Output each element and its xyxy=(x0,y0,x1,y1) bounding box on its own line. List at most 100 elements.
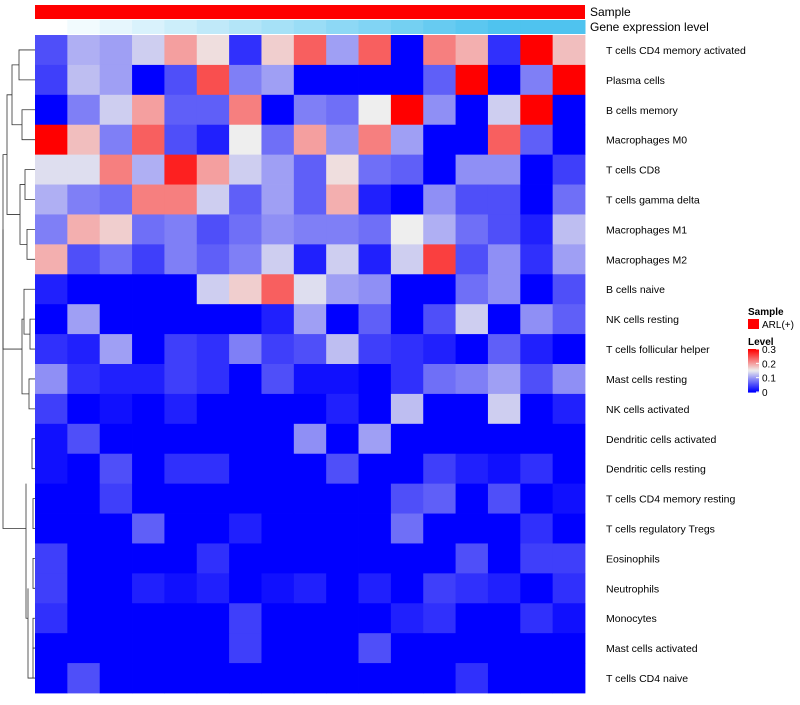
legend-level-tick-label: 0.3 xyxy=(762,345,776,356)
heatmap-cell xyxy=(423,304,456,335)
dendrogram-branch xyxy=(29,318,35,350)
legend-gradient-step xyxy=(748,350,759,352)
legend-gradient-step xyxy=(748,382,759,384)
heatmap-cell xyxy=(35,274,68,305)
legend-gradient-step xyxy=(748,380,759,382)
expression-track-cell xyxy=(164,20,198,34)
legend-gradient-step xyxy=(748,356,759,359)
heatmap-cell xyxy=(164,633,198,664)
heatmap-cell xyxy=(261,304,295,335)
heatmap-cell xyxy=(520,633,554,664)
heatmap-cell xyxy=(552,94,586,126)
heatmap-cell xyxy=(455,364,489,395)
heatmap-cell xyxy=(164,663,198,694)
heatmap-cell xyxy=(229,513,262,544)
heatmap-cell xyxy=(520,423,554,455)
heatmap-cell xyxy=(423,274,456,305)
heatmap-cell xyxy=(132,94,165,126)
heatmap-cell xyxy=(229,543,262,574)
heatmap-cell xyxy=(358,603,392,634)
heatmap-cell xyxy=(455,393,489,425)
heatmap-cell xyxy=(99,513,133,544)
heatmap-cell xyxy=(196,304,230,335)
heatmap-cell xyxy=(455,573,489,604)
heatmap-cell xyxy=(196,603,230,634)
heatmap-cell xyxy=(196,154,230,185)
heatmap-cell xyxy=(358,364,392,395)
heatmap-cell xyxy=(423,124,456,156)
heatmap-cell xyxy=(67,304,101,335)
heatmap-cell xyxy=(455,64,489,96)
heatmap-cell xyxy=(326,663,359,694)
heatmap-cell xyxy=(229,274,262,305)
legend-level-tick-label: 0.2 xyxy=(762,359,776,370)
heatmap-cell xyxy=(552,184,586,215)
heatmap-cell xyxy=(487,663,521,694)
heatmap-cell xyxy=(35,364,68,395)
row-label: B cells memory xyxy=(606,105,679,117)
heatmap-cell xyxy=(520,663,554,694)
heatmap-cell xyxy=(423,663,456,694)
heatmap-cell xyxy=(358,64,392,96)
heatmap-cell xyxy=(423,423,456,455)
heatmap-cell xyxy=(229,423,262,455)
heatmap-cell xyxy=(487,334,521,365)
heatmap-cell xyxy=(293,513,327,544)
heatmap-cell xyxy=(293,663,327,694)
row-label: Macrophages M0 xyxy=(606,135,687,147)
heatmap-cell xyxy=(326,483,359,514)
heatmap-cell xyxy=(229,184,262,215)
legend-gradient-step xyxy=(748,381,759,383)
dendrogram-branch xyxy=(2,229,26,529)
legend-gradient-step xyxy=(748,368,759,371)
heatmap-cell xyxy=(520,214,554,245)
heatmap-cell xyxy=(358,304,392,335)
heatmap-cell xyxy=(293,453,327,485)
heatmap-cell xyxy=(293,573,327,604)
heatmap-cell xyxy=(520,483,554,514)
heatmap-cell xyxy=(552,543,586,574)
dendrogram-branch xyxy=(28,378,35,410)
heatmap-cell xyxy=(35,64,68,96)
heatmap-cell xyxy=(390,663,424,694)
heatmap-cell xyxy=(293,244,327,275)
heatmap-cell xyxy=(552,35,586,66)
heatmap-cell xyxy=(423,244,456,275)
heatmap-cell xyxy=(99,154,133,185)
heatmap-cell xyxy=(455,423,489,455)
heatmap-cell xyxy=(326,573,359,604)
heatmap-cell xyxy=(261,453,295,485)
heatmap-cell xyxy=(67,453,101,485)
heatmap-cell xyxy=(229,364,262,395)
heatmap-cell xyxy=(390,214,424,245)
heatmap-cell xyxy=(423,35,456,66)
dendrogram-branch xyxy=(32,647,35,679)
heatmap-cell xyxy=(520,453,554,485)
legend-gradient-step xyxy=(748,358,759,361)
heatmap-cell xyxy=(552,214,586,245)
row-label: Neutrophils xyxy=(606,583,659,595)
heatmap-cell xyxy=(99,603,133,634)
heatmap-cell xyxy=(326,184,359,215)
heatmap-cell xyxy=(229,154,262,185)
heatmap-cell xyxy=(326,274,359,305)
dendrogram-branch xyxy=(21,318,29,395)
expression-track-cell xyxy=(423,20,457,34)
heatmap-cell xyxy=(67,244,101,275)
dendrogram-branch xyxy=(27,588,33,679)
heatmap-cell xyxy=(552,513,586,544)
heatmap-cell xyxy=(164,274,198,305)
heatmap-cell xyxy=(229,663,262,694)
heatmap-cell xyxy=(164,35,198,66)
expression-track-label: Gene expression level xyxy=(590,20,709,34)
heatmap-cell xyxy=(229,603,262,634)
heatmap-cell xyxy=(196,633,230,664)
dendrogram-branch xyxy=(21,109,35,141)
heatmap-cell xyxy=(67,334,101,365)
heatmap-cell xyxy=(293,154,327,185)
heatmap-cell xyxy=(390,124,424,156)
heatmap-cell xyxy=(423,64,456,96)
legend-gradient-step xyxy=(748,373,759,376)
heatmap-cell xyxy=(358,453,392,485)
heatmap-cell xyxy=(358,124,392,156)
